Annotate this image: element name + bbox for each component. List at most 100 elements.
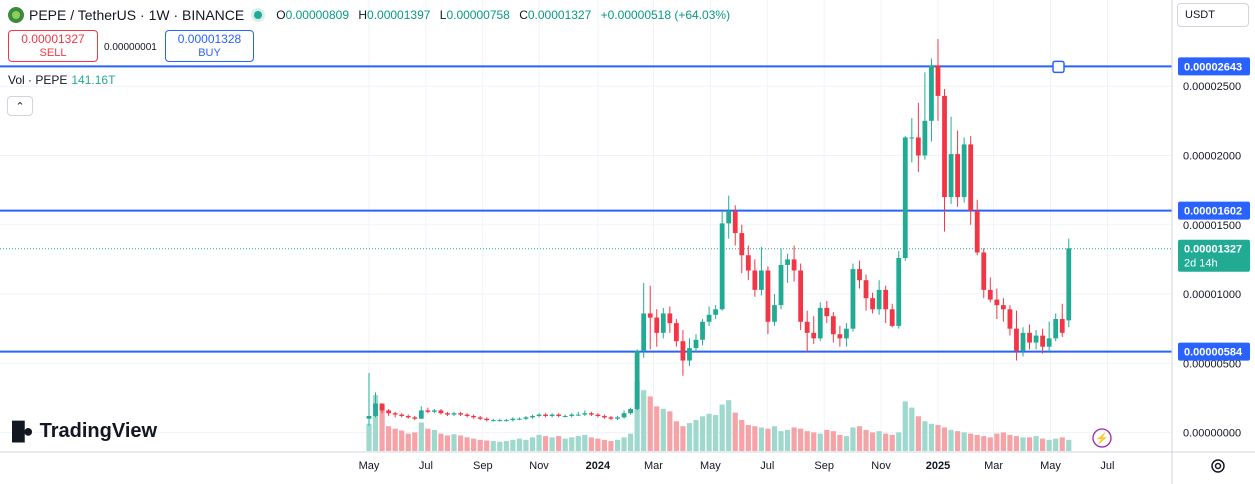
collapse-legend-button[interactable]: ⌃ [7, 96, 33, 116]
candle-body [1014, 328, 1019, 351]
candle-body [759, 270, 764, 290]
volume-bar [837, 434, 843, 451]
time-tick-label: Jul [1100, 460, 1114, 472]
candle-body [660, 313, 666, 333]
candle-body [1046, 338, 1052, 347]
candle-body [425, 410, 431, 412]
volume-bar [1053, 438, 1059, 451]
volume-bar [510, 439, 516, 451]
volume-bar [1020, 437, 1026, 451]
candle-body [719, 223, 725, 310]
candle-body [445, 413, 450, 415]
candle-body [588, 413, 594, 415]
candle-body [405, 415, 411, 418]
candle-body [1027, 332, 1032, 343]
volume-bar [928, 423, 935, 451]
volume-bar [516, 438, 523, 451]
candle-body [1020, 332, 1026, 351]
change-value: +0.00000518 (+64.03%) [600, 8, 731, 22]
sell-label: SELL [39, 47, 67, 59]
candle-body [412, 417, 418, 419]
candle-body [955, 154, 960, 198]
candle-body [464, 414, 470, 416]
volume-bar [811, 432, 817, 451]
candle-body [680, 341, 686, 361]
currency-selector[interactable]: USDT [1177, 3, 1249, 27]
volume-bar [405, 433, 411, 451]
tradingview-mark-icon: █● [12, 421, 34, 441]
candle-body [863, 280, 869, 299]
volume-bar [582, 434, 588, 451]
volume-bar [765, 428, 771, 451]
candle-body [595, 414, 601, 416]
volume-bar [444, 435, 451, 451]
volume-bar [896, 432, 902, 451]
symbol-title[interactable]: PEPE / TetherUS · 1W · BINANCE [29, 7, 245, 23]
candlesticks [366, 39, 1072, 426]
candle-body [798, 270, 804, 322]
volume-bar [660, 408, 666, 451]
volume-bar [412, 432, 418, 451]
candle-body [418, 410, 424, 419]
volume-bar [791, 427, 797, 451]
time-tick-label: May [1040, 460, 1061, 472]
candle-body [562, 415, 568, 417]
time-tick-label: 2024 [586, 460, 611, 472]
volume-bar [667, 411, 673, 451]
price-axis[interactable]: 0.00002500 0.00002000 0.00001500 0.00001000… [1092, 0, 1250, 484]
candle-body [713, 309, 719, 315]
time-tick-label: Sep [814, 460, 834, 472]
volume-bar [680, 426, 686, 451]
volume-bar [817, 433, 823, 451]
candle-body [484, 418, 490, 421]
candle-body [1000, 305, 1006, 310]
candle-body [543, 414, 548, 416]
price-label: 0.00001602 [1184, 206, 1242, 218]
candle-body [392, 413, 398, 415]
horizontal-lines[interactable] [0, 60, 1172, 353]
candle-body [602, 415, 607, 418]
volume-bar [575, 436, 581, 451]
sell-button[interactable]: 0.00001327 SELL [8, 30, 98, 62]
volume-bar [621, 437, 627, 451]
volume-bar [771, 426, 778, 451]
settings-gear-icon[interactable] [1208, 456, 1228, 476]
buy-button[interactable]: 0.00001328 BUY [165, 30, 254, 62]
volume-bar [1040, 438, 1046, 451]
candle-body [994, 299, 1000, 306]
time-axis[interactable]: May Jul Sep Nov 2024 Mar May Jul Sep Nov 2025 Mar Ma… [0, 451, 1255, 472]
candle-body [785, 259, 790, 265]
price-label: 0.00002643 [1184, 61, 1242, 73]
market-status-icon[interactable] [254, 11, 263, 19]
candle-body [752, 270, 758, 290]
candle-body [1040, 335, 1046, 347]
volume-bar [824, 429, 830, 451]
volume-bar [595, 438, 601, 451]
volume-bar [830, 431, 836, 451]
candle-body [804, 321, 810, 333]
volume-bar [883, 433, 889, 451]
volume-bar [542, 436, 549, 451]
candle-body [883, 289, 889, 310]
candle-body [366, 415, 372, 419]
volume-bar [1013, 436, 1020, 451]
price-tick-label: 0.00000000 [1183, 428, 1241, 440]
candle-body [373, 403, 378, 416]
candle-body [922, 120, 928, 156]
candle-body [830, 316, 836, 335]
candle-body [471, 415, 477, 418]
candle-body [876, 289, 882, 310]
volume-bar [399, 430, 405, 451]
volume-bar [876, 431, 882, 451]
volume-bar [549, 437, 555, 451]
volume-bar [1059, 437, 1065, 451]
volume-bar [935, 424, 941, 451]
candle-body [530, 415, 535, 418]
candle-body [510, 418, 516, 421]
candle-body [745, 255, 751, 271]
volume-bar [915, 416, 921, 451]
time-tick-label: Nov [529, 460, 549, 472]
volume-bar [438, 433, 444, 451]
volume-bar [1033, 436, 1039, 451]
